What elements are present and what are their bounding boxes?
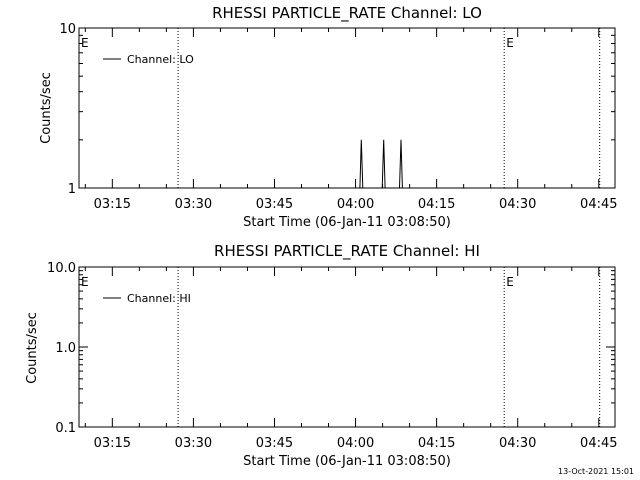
chart-2-ytick-label: 0.1 — [55, 421, 76, 436]
chart-2-ylabel: Counts/sec — [25, 312, 40, 384]
chart-1-xtick-label: 03:30 — [175, 197, 212, 212]
chart-2-xtick-label: 04:45 — [580, 436, 617, 451]
chart-1-series-line — [359, 139, 403, 189]
chart-2-eclipse-marker: E — [506, 275, 514, 289]
chart-2-xlabel: Start Time (06-Jan-11 03:08:50) — [243, 454, 451, 469]
chart-1-xtick-label: 04:00 — [337, 197, 374, 212]
chart-1-eclipse-marker: E — [506, 36, 514, 50]
chart-1-xtick-label: 04:45 — [580, 197, 617, 212]
chart-1-ytick-label: 10 — [59, 22, 76, 37]
chart-2-xtick-label: 04:30 — [499, 436, 536, 451]
chart-2-legend-label: Channel: HI — [127, 292, 191, 305]
chart-2-xtick-label: 03:45 — [256, 436, 293, 451]
chart-2-title: RHESSI PARTICLE_RATE Channel: HI — [214, 242, 480, 261]
chart-1-xtick-label: 04:30 — [499, 197, 536, 212]
chart-2-xtick-label: 04:15 — [418, 436, 455, 451]
chart-2-ytick-label: 1.0 — [55, 341, 76, 356]
chart-1-plot-frame — [78, 27, 616, 189]
chart-1-ylabel: Counts/sec — [39, 72, 54, 144]
chart-2-xtick-label: 03:30 — [175, 436, 212, 451]
chart-1-xtick-label: 04:15 — [418, 197, 455, 212]
chart-1-xtick-label: 03:45 — [256, 197, 293, 212]
chart-2-ytick-label: 10.0 — [47, 261, 76, 276]
chart-2-eclipse-marker: E — [81, 275, 89, 289]
chart-1-eclipse-marker: E — [81, 36, 89, 50]
chart-2-plot-frame — [78, 266, 616, 428]
footer-timestamp: 13-Oct-2021 15:01 — [558, 467, 634, 476]
chart-2-xtick-label: 04:00 — [337, 436, 374, 451]
chart-2-xtick-label: 03:15 — [94, 436, 131, 451]
chart-1-xlabel: Start Time (06-Jan-11 03:08:50) — [243, 215, 451, 230]
chart-1-legend-label: Channel: LO — [127, 53, 194, 66]
chart-1-ytick-label: 1 — [68, 182, 76, 197]
chart-1-xtick-label: 03:15 — [94, 197, 131, 212]
chart-1-title: RHESSI PARTICLE_RATE Channel: LO — [212, 4, 482, 23]
